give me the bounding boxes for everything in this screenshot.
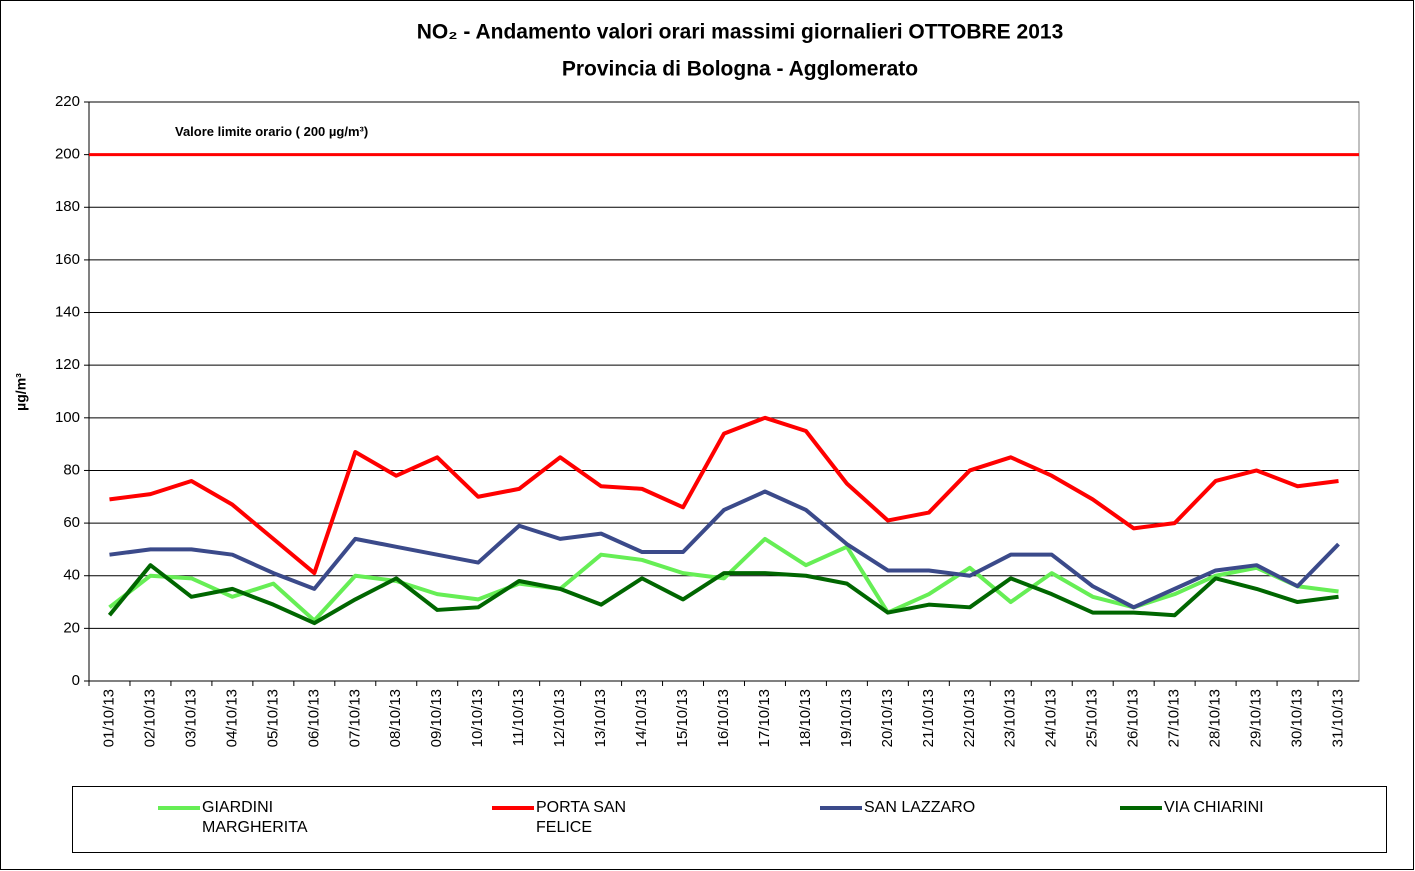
legend-box [72, 786, 1387, 853]
series-line [107, 563, 1339, 626]
y-tick-label: 180 [55, 198, 80, 215]
x-tick-label: 13/10/13 [592, 689, 609, 747]
x-tick-label: 09/10/13 [428, 689, 445, 747]
y-tick-label: 220 [55, 93, 80, 110]
legend-label: GIARDINI MARGHERITA [202, 799, 308, 836]
x-tick-label: 30/10/13 [1289, 689, 1306, 747]
x-tick-label: 02/10/13 [141, 689, 158, 747]
x-tick-label: 20/10/13 [879, 689, 896, 747]
x-tick-label: 18/10/13 [797, 689, 814, 747]
y-tick-label: 60 [63, 514, 80, 531]
x-tick-label: 29/10/13 [1248, 689, 1265, 747]
y-tick-label: 20 [63, 619, 80, 636]
x-tick-label: 26/10/13 [1125, 689, 1142, 747]
x-tick-label: 24/10/13 [1043, 689, 1060, 747]
y-tick-label: 200 [55, 146, 80, 163]
series-line [109, 415, 1339, 576]
reference-label: Valore limite orario ( 200 µg/m³) [175, 124, 368, 139]
series-line [109, 489, 1340, 610]
x-tick-label: 16/10/13 [715, 689, 732, 747]
x-tick-label: 21/10/13 [920, 689, 937, 747]
x-tick-label: 06/10/13 [305, 689, 322, 747]
x-tick-label: 05/10/13 [264, 689, 281, 747]
x-tick-label: 22/10/13 [961, 689, 978, 747]
y-tick-label: 140 [55, 304, 80, 321]
legend-label: SAN LAZZARO [864, 799, 976, 816]
x-tick-label: 11/10/13 [510, 689, 527, 746]
chart-title: NO₂ - Andamento valori orari massimi gio… [417, 21, 1064, 44]
x-tick-label: 27/10/13 [1166, 689, 1183, 747]
y-tick-label: 40 [63, 567, 80, 584]
x-tick-label: 31/10/13 [1329, 689, 1346, 747]
y-tick-label: 0 [72, 672, 80, 689]
x-tick-label: 23/10/13 [1002, 689, 1019, 747]
y-tick-label: 120 [55, 356, 80, 373]
chart-subtitle: Provincia di Bologna - Agglomerato [562, 58, 918, 81]
x-tick-label: 17/10/13 [756, 689, 773, 747]
x-tick-label: 01/10/13 [100, 689, 117, 747]
x-tick-label: 04/10/13 [223, 689, 240, 747]
x-tick-label: 03/10/13 [182, 689, 199, 747]
x-tick-label: 28/10/13 [1207, 689, 1224, 747]
x-tick-label: 15/10/13 [674, 689, 691, 747]
y-tick-label: 100 [55, 409, 80, 426]
y-tick-label: 160 [55, 251, 80, 268]
x-tick-label: 12/10/13 [551, 689, 568, 747]
legend-label: VIA CHIARINI [1164, 799, 1264, 816]
x-tick-label: 14/10/13 [633, 689, 650, 747]
x-tick-label: 25/10/13 [1084, 689, 1101, 747]
x-tick-label: 10/10/13 [469, 689, 486, 747]
y-tick-label: 80 [63, 461, 80, 478]
x-tick-label: 08/10/13 [387, 689, 404, 747]
x-tick-label: 19/10/13 [838, 689, 855, 747]
y-axis-label: µg/m³ [13, 373, 29, 411]
legend-label: PORTA SAN FELICE [536, 799, 627, 836]
x-tick-label: 07/10/13 [346, 689, 363, 747]
